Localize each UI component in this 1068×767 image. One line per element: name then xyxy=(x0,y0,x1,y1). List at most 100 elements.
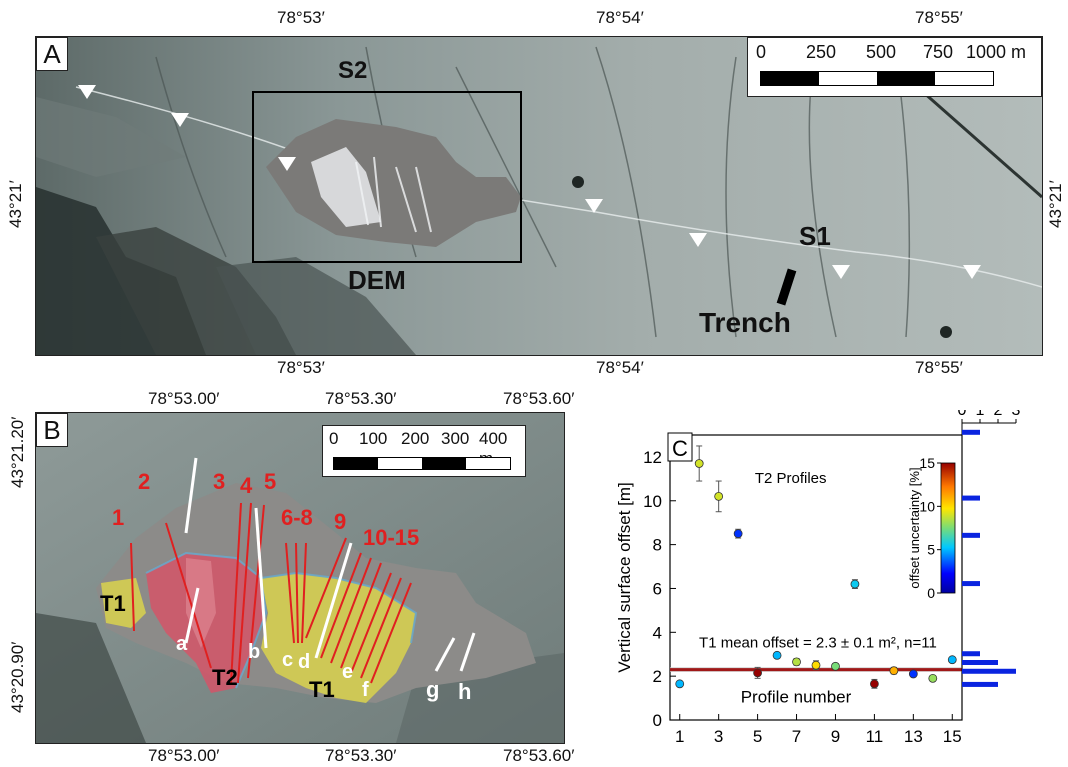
x-tick-label: 13 xyxy=(904,727,923,746)
data-point-11 xyxy=(869,679,879,689)
colorbar xyxy=(940,462,956,594)
profile-label-5: 5 xyxy=(264,469,277,494)
fault-label-e: e xyxy=(342,661,354,683)
data-point-3 xyxy=(714,491,724,501)
data-point-5 xyxy=(753,668,763,678)
profile-label-3: 3 xyxy=(213,469,226,494)
dem-label: DEM xyxy=(348,265,406,295)
y-tick-label: 2 xyxy=(653,667,662,686)
fault-label-b: b xyxy=(248,641,261,663)
panelA-scale-label-0: 0 xyxy=(756,42,767,62)
panelA-label: A xyxy=(36,37,68,71)
panelA-scale-label-500: 500 xyxy=(866,42,897,62)
fault-arrow-icon xyxy=(963,265,981,279)
s1-label: S1 xyxy=(799,221,831,251)
panelA-lon-tick-bottom-3: 78°55′ xyxy=(915,358,963,377)
panelA-lon-tick-bottom-2: 78°54′ xyxy=(596,358,644,377)
profile-label-2: 2 xyxy=(138,469,151,494)
x-tick-label: 5 xyxy=(753,727,762,746)
fault-label-g: g xyxy=(426,677,440,702)
panelA-map[interactable]: A 0 250 500 750 1000 m S2 DEM S1 Trench xyxy=(35,36,1043,356)
panelA-scale-label-1000: 1000 m xyxy=(966,42,1027,62)
terrace-label-t1-left: T1 xyxy=(100,591,126,616)
panelB-lon-tick-bottom-2: 78°53.30′ xyxy=(325,746,397,765)
colorbar-tick-label: 15 xyxy=(919,455,935,471)
data-point-7 xyxy=(792,657,801,667)
data-point-8 xyxy=(811,660,821,670)
annotation-t2-profiles: T2 Profiles xyxy=(755,470,827,487)
panelB-lon-tick-bottom-3: 78°53.60′ xyxy=(503,746,575,765)
panelB-scale-label-300: 300 xyxy=(441,429,470,448)
panelA-lat-tick-right: 43°21′ xyxy=(1046,180,1065,228)
panelA-lon-tick-1: 78°53′ xyxy=(277,8,325,27)
data-point-15 xyxy=(947,655,957,665)
hist-bar xyxy=(962,495,980,501)
panelB-scale-label-0: 0 xyxy=(329,429,339,448)
panelB-lon-tick-2: 78°53.30′ xyxy=(325,389,397,408)
data-point-12 xyxy=(889,666,899,676)
y-tick-label: 12 xyxy=(643,448,662,467)
y-tick-label: 10 xyxy=(643,492,662,511)
panelB-lat-tick-2: 43°20.90′ xyxy=(8,641,27,713)
panelB-lat-tick-1: 43°21.20′ xyxy=(8,416,27,488)
panelA-lon-tick-3: 78°55′ xyxy=(915,8,963,27)
fault-label-a: a xyxy=(176,633,188,655)
profile-label-1: 1 xyxy=(112,505,125,530)
hist-bar xyxy=(962,651,980,657)
fault-arrow-icon xyxy=(171,113,189,127)
panelA-scalebar: 0 250 500 750 1000 m xyxy=(747,37,1042,97)
data-point-14 xyxy=(928,673,938,683)
data-point-10 xyxy=(850,579,860,589)
panelB-scale-bar xyxy=(333,457,511,470)
fault-arrow-icon xyxy=(689,233,707,247)
panelB-map[interactable]: B 0 100 200 300 400 m 1 2 3 4 5 6-8 9 10… xyxy=(35,412,565,744)
panelB-imagery xyxy=(36,413,564,743)
hist-bar xyxy=(962,581,980,587)
data-point-9 xyxy=(831,661,840,671)
panelA-lat-tick-left: 43°21′ xyxy=(6,180,25,228)
terrace-t1-left xyxy=(101,578,146,628)
x-tick-label: 11 xyxy=(866,727,884,746)
trench-label: Trench xyxy=(699,307,791,338)
profile-label-10-15: 10-15 xyxy=(363,525,420,550)
data-point-13 xyxy=(908,669,918,679)
panelA-lon-tick-bottom-1: 78°53′ xyxy=(277,358,325,377)
fault-label-d: d xyxy=(298,651,311,673)
colorbar-label: offset uncertainty [%] xyxy=(907,467,922,588)
data-point-6 xyxy=(772,650,782,660)
hist-bar xyxy=(962,532,980,538)
data-point-4 xyxy=(733,529,743,539)
data-point-2 xyxy=(694,459,704,468)
x-tick-label: 15 xyxy=(943,727,962,746)
panelB-lon-tick-bottom-1: 78°53.00′ xyxy=(148,746,220,765)
x-tick-label: 1 xyxy=(675,727,684,746)
profile-label-6-8: 6-8 xyxy=(281,505,313,530)
fault-arrow-icon xyxy=(832,265,850,279)
x-tick-label: 7 xyxy=(792,727,801,746)
panelA-lon-tick-2: 78°54′ xyxy=(596,8,644,27)
panelA-scale-label-750: 750 xyxy=(923,42,954,62)
data-point-1 xyxy=(675,679,685,689)
panelB-scale-label-200: 200 xyxy=(401,429,430,448)
hist-bar xyxy=(962,660,998,665)
panelC-label-box xyxy=(667,432,693,462)
y-tick-label: 4 xyxy=(653,623,662,642)
panelB-lon-tick-1: 78°53.00′ xyxy=(148,389,220,408)
s2-label: S2 xyxy=(338,57,368,84)
x-axis-label: Profile number xyxy=(741,687,852,706)
hist-tick-label: 2 xyxy=(994,410,1003,419)
panelA-scale-bar xyxy=(760,71,994,86)
s2-extent-box xyxy=(252,91,522,263)
hist-tick-label: 0 xyxy=(958,410,967,419)
fault-arrow-icon xyxy=(585,199,603,213)
colorbar-tick-label: 0 xyxy=(927,585,935,601)
panelB-scale-label-100: 100 xyxy=(359,429,388,448)
fault-label-f: f xyxy=(362,679,369,701)
panelA-scale-label-250: 250 xyxy=(806,42,837,62)
fault-label-h: h xyxy=(458,679,472,704)
y-tick-label: 0 xyxy=(653,711,662,730)
fault-arrow-icon xyxy=(278,157,296,171)
fault-arrows xyxy=(78,85,981,279)
hist-tick-label: 3 xyxy=(1012,410,1021,419)
